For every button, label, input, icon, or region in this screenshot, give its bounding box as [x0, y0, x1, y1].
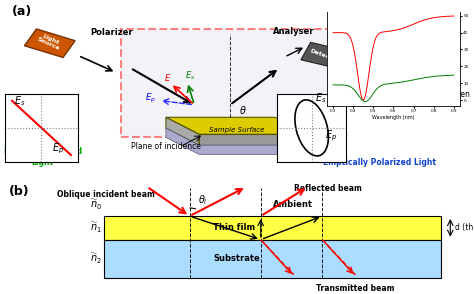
Text: $E_s$: $E_s$: [185, 70, 195, 82]
Text: $E_s$: $E_s$: [14, 94, 25, 108]
Text: Polarizer: Polarizer: [90, 28, 133, 37]
Text: d (thickness): d (thickness): [455, 223, 474, 232]
Text: Substrate: Substrate: [213, 254, 260, 263]
Text: Plane of incidence: Plane of incidence: [131, 142, 201, 151]
Polygon shape: [166, 117, 308, 134]
Text: $E_p$: $E_p$: [145, 92, 155, 105]
Text: $E_p$: $E_p$: [325, 128, 337, 143]
Text: Detector: Detector: [310, 48, 340, 63]
Polygon shape: [166, 117, 199, 145]
Text: Detector Screen: Detector Screen: [408, 90, 469, 98]
Text: $E_p$: $E_p$: [53, 142, 64, 156]
Polygon shape: [25, 29, 75, 58]
Text: $\widetilde{n}_2$: $\widetilde{n}_2$: [90, 252, 102, 266]
Text: Light
Source: Light Source: [36, 31, 63, 52]
Text: Thin film: Thin film: [213, 223, 255, 232]
Text: $E$: $E$: [164, 72, 171, 83]
Text: $\widetilde{n}_0$: $\widetilde{n}_0$: [90, 197, 102, 211]
Text: (b): (b): [9, 185, 29, 198]
Text: Ambient: Ambient: [273, 200, 312, 209]
Text: Analyser: Analyser: [273, 26, 315, 36]
Text: Elliptically Polarized Light: Elliptically Polarized Light: [323, 158, 436, 167]
Text: Transmitted beam: Transmitted beam: [316, 284, 395, 293]
Text: θ: θ: [239, 106, 246, 116]
Text: $\theta_i$: $\theta_i$: [198, 194, 208, 207]
Text: (a): (a): [12, 5, 32, 18]
Polygon shape: [166, 128, 308, 154]
Text: Linearly Polarized
Light: Linearly Polarized Light: [4, 147, 82, 167]
Text: Sample Surface: Sample Surface: [210, 127, 264, 133]
Bar: [104, 216, 441, 240]
Polygon shape: [199, 134, 308, 145]
FancyBboxPatch shape: [121, 29, 344, 137]
Text: $E_s$: $E_s$: [315, 91, 327, 105]
Bar: [104, 240, 441, 278]
Text: Oblique incident beam: Oblique incident beam: [57, 190, 155, 199]
Text: $\widetilde{n}_1$: $\widetilde{n}_1$: [90, 221, 102, 235]
Text: Reflected beam: Reflected beam: [294, 184, 362, 193]
X-axis label: Wavelength (nm): Wavelength (nm): [372, 115, 415, 120]
Polygon shape: [301, 42, 348, 69]
